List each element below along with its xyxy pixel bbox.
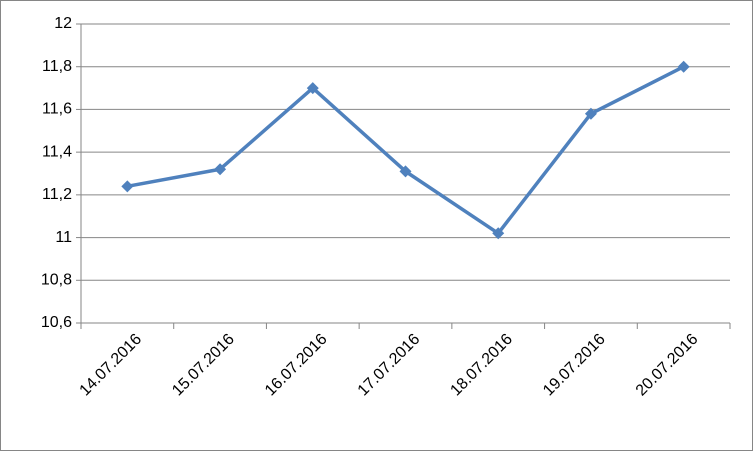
y-tick-label: 11 [55, 229, 72, 246]
point [399, 165, 412, 178]
y-tick-label: 11,4 [42, 143, 72, 160]
y-tick-label: 11,2 [42, 186, 72, 203]
point [306, 82, 319, 95]
point [492, 227, 505, 240]
point [214, 163, 227, 176]
y-tick-label: 12 [54, 15, 72, 32]
point [677, 60, 690, 73]
y-tick-label: 10,6 [41, 314, 72, 331]
point [584, 107, 597, 120]
y-tick-label: 11,8 [42, 58, 72, 75]
y-tick-label: 10,8 [41, 272, 72, 289]
y-tick-label: 11,6 [42, 101, 72, 118]
point [121, 180, 134, 193]
